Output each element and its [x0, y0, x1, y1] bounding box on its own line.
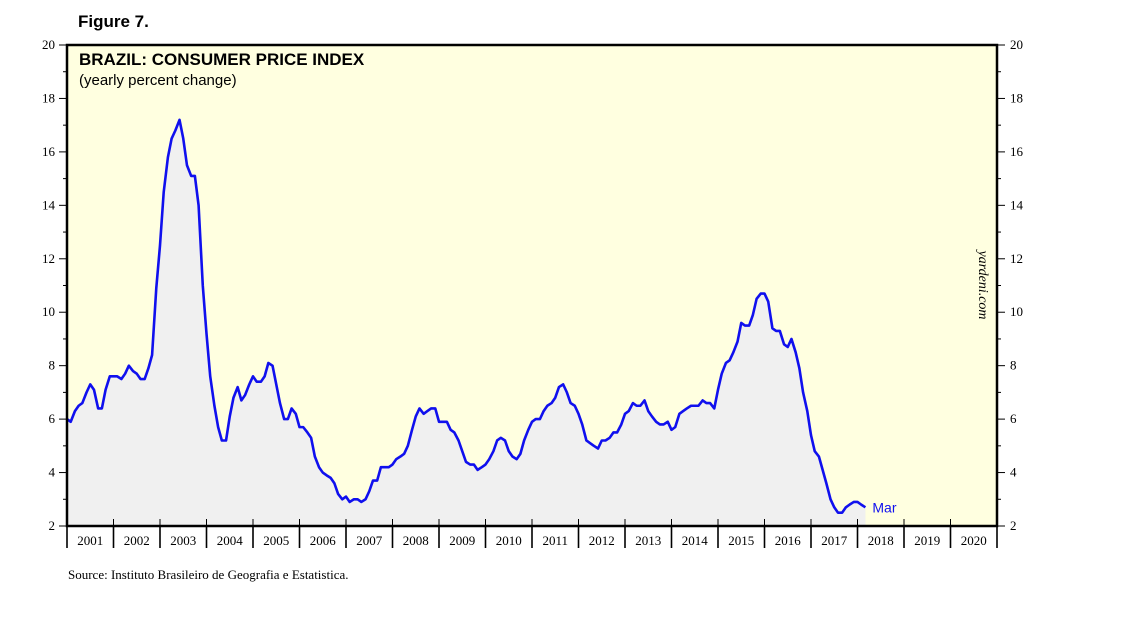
y-tick-label-right: 6 [1010, 411, 1017, 426]
y-tick-label-left: 10 [42, 304, 55, 319]
y-tick-label-right: 8 [1010, 358, 1017, 373]
y-tick-label-right: 14 [1010, 197, 1024, 212]
y-tick-label-left: 6 [49, 411, 56, 426]
y-tick-label-right: 2 [1010, 518, 1017, 533]
x-tick-label: 2014 [682, 533, 709, 548]
y-tick-label-left: 2 [49, 518, 56, 533]
y-tick-label-left: 16 [42, 144, 56, 159]
figure-label: Figure 7. [78, 12, 149, 31]
chart-title: BRAZIL: CONSUMER PRICE INDEX [79, 50, 365, 69]
x-tick-label: 2016 [775, 533, 802, 548]
x-tick-label: 2011 [542, 533, 568, 548]
y-tick-label-left: 18 [42, 90, 55, 105]
x-tick-label: 2010 [496, 533, 522, 548]
x-tick-label: 2020 [961, 533, 987, 548]
y-tick-label-right: 4 [1010, 465, 1017, 480]
x-tick-label: 2017 [821, 533, 848, 548]
y-tick-label-left: 14 [42, 197, 56, 212]
series-line [66, 118, 867, 514]
y-tick-label-right: 20 [1010, 37, 1023, 52]
end-label: Mar [872, 499, 896, 515]
x-tick-label: 2008 [403, 533, 429, 548]
source-note: Source: Instituto Brasileiro de Geografi… [68, 567, 349, 582]
x-tick-label: 2012 [589, 533, 615, 548]
x-tick-label: 2013 [635, 533, 661, 548]
y-tick-label-right: 12 [1010, 251, 1023, 266]
y-tick-label-right: 18 [1010, 90, 1023, 105]
y-tick-label-left: 4 [49, 465, 56, 480]
y-tick-label-left: 20 [42, 37, 55, 52]
x-tick-label: 2019 [914, 533, 940, 548]
x-tick-label: 2006 [310, 533, 337, 548]
x-tick-label: 2007 [356, 533, 383, 548]
x-tick-label: 2005 [263, 533, 289, 548]
x-tick-label: 2015 [728, 533, 754, 548]
y-tick-label-right: 10 [1010, 304, 1023, 319]
x-tick-label: 2004 [217, 533, 244, 548]
x-tick-label: 2018 [868, 533, 894, 548]
x-tick-label: 2001 [77, 533, 103, 548]
x-tick-label: 2002 [124, 533, 150, 548]
watermark: yardeni.com [975, 248, 990, 319]
y-tick-label-left: 12 [42, 251, 55, 266]
y-tick-label-left: 8 [49, 358, 56, 373]
chart-subtitle: (yearly percent change) [79, 72, 237, 89]
y-tick-label-right: 16 [1010, 144, 1024, 159]
x-tick-label: 2003 [170, 533, 196, 548]
x-tick-label: 2009 [449, 533, 475, 548]
